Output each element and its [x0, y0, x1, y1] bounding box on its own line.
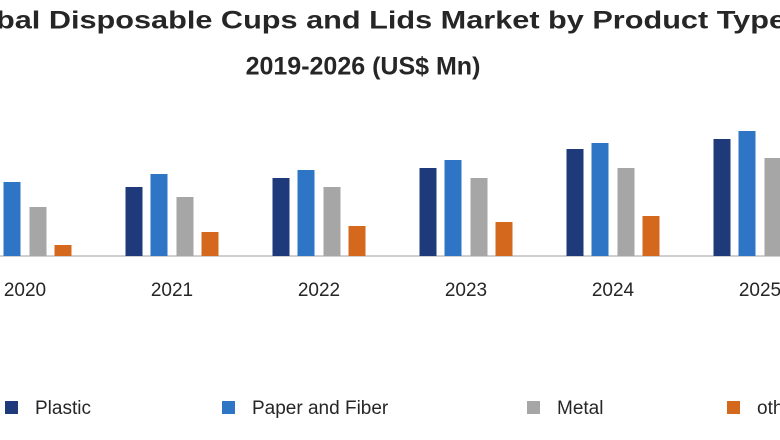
bar: [495, 222, 513, 256]
bar: [764, 158, 780, 256]
legend-swatch: [222, 401, 235, 414]
legend-label: Paper and Fiber: [252, 398, 389, 419]
bar: [150, 174, 168, 256]
x-tick-label: 2021: [151, 280, 193, 301]
x-tick-label: 2025: [739, 280, 780, 301]
bar: [566, 149, 584, 256]
bar: [3, 182, 21, 256]
bar: [444, 160, 462, 256]
legend-swatch: [5, 401, 18, 414]
x-tick-label: 2022: [298, 280, 340, 301]
legend-label: others: [757, 398, 780, 419]
bar: [642, 216, 660, 256]
x-tick-label: 2023: [445, 280, 487, 301]
x-tick-label: 2020: [4, 280, 46, 301]
chart-title: bal Disposable Cups and Lids Market by P…: [0, 7, 780, 35]
bar: [470, 178, 488, 256]
bar: [272, 178, 290, 256]
bar: [54, 245, 72, 256]
bar: [738, 131, 756, 256]
bar: [297, 170, 315, 256]
bar: [323, 187, 341, 256]
x-tick-label: 2024: [592, 280, 635, 301]
bar: [201, 232, 219, 256]
bar: [713, 139, 731, 256]
bar: [125, 187, 143, 256]
legend-label: Metal: [557, 398, 603, 419]
bar: [591, 143, 609, 256]
bar: [419, 168, 437, 256]
legend-swatch: [727, 401, 740, 414]
bar: [176, 197, 194, 256]
chart-subtitle: 2019-2026 (US$ Mn): [246, 53, 481, 81]
bar: [29, 207, 47, 256]
bar: [348, 226, 366, 256]
legend-label: Plastic: [35, 398, 91, 419]
bar: [617, 168, 635, 256]
legend-swatch: [527, 401, 540, 414]
